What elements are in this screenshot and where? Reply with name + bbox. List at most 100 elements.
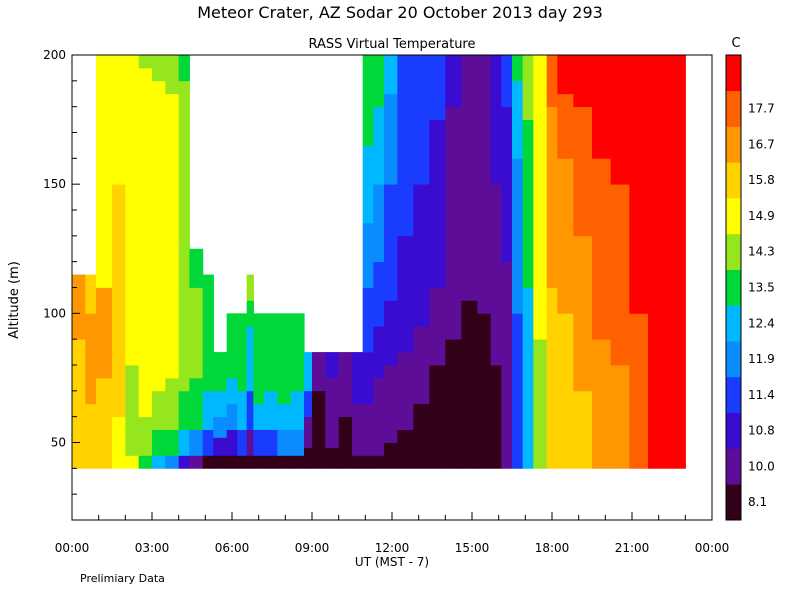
colorbar-swatch [726, 90, 741, 127]
heatmap-cell [152, 429, 166, 456]
heatmap-cell [610, 365, 630, 469]
colorbar-unit: C [731, 36, 740, 51]
heatmap-cell [533, 339, 548, 469]
heatmap-cell [246, 390, 254, 430]
heatmap-cell [429, 287, 446, 366]
heatmap-cell [138, 67, 153, 418]
heatmap-cell [152, 55, 166, 82]
heatmap-cell [213, 455, 228, 469]
heatmap-cell [213, 352, 228, 392]
colorbar-swatch [726, 376, 741, 413]
heatmap-cell [96, 287, 113, 379]
heatmap-cell [445, 55, 462, 108]
heatmap-cell [373, 261, 385, 327]
colorbar-swatch [726, 162, 741, 199]
heatmap-cell [429, 55, 446, 120]
heatmap-cell [352, 352, 364, 405]
heatmap-cell [85, 313, 97, 405]
heatmap-cell [512, 55, 524, 82]
heatmap-cell [512, 80, 524, 159]
heatmap-cell [277, 403, 292, 430]
heatmap-cell [85, 403, 97, 469]
colorbar-level-label: 14.3 [748, 245, 775, 259]
heatmap-cell [85, 274, 97, 314]
heatmap-cell [213, 416, 228, 438]
heatmap-cell [573, 106, 593, 237]
heatmap-cell [384, 365, 398, 443]
heatmap-cell [338, 416, 353, 469]
heatmap-cell [189, 429, 204, 456]
heatmap-cell [325, 352, 340, 379]
heatmap-cell [246, 300, 254, 327]
heatmap-cell [264, 455, 278, 469]
heatmap-cells [72, 55, 686, 469]
x-tick-label: 18:00 [535, 541, 570, 555]
heatmap-cell [202, 455, 214, 469]
heatmap-cell [397, 352, 414, 430]
heatmap-cell [533, 55, 548, 340]
y-tick-label: 150 [43, 177, 66, 191]
heatmap-cell [373, 326, 385, 379]
heatmap-cell [373, 377, 385, 456]
heatmap-cell [125, 365, 140, 456]
heatmap-cell [237, 455, 248, 469]
heatmap-cell [610, 55, 630, 185]
heatmap-cell [522, 287, 534, 469]
heatmap-cell [413, 184, 430, 327]
colorbar-level-label: 11.9 [748, 352, 775, 366]
heatmap-cell [384, 184, 398, 301]
heatmap-cell [490, 184, 502, 366]
colorbar-frame [725, 54, 742, 521]
heatmap-cell [178, 55, 190, 82]
heatmap-cell [189, 248, 204, 288]
heatmap-cell [290, 429, 305, 456]
heatmap-cell [546, 287, 558, 469]
heatmap-cell [325, 447, 340, 469]
heatmap-cell [429, 119, 446, 288]
x-tick-label: 12:00 [375, 541, 410, 555]
heatmap-cell [461, 300, 478, 469]
heatmap-cell [557, 93, 574, 159]
heatmap-cell [512, 158, 524, 314]
x-tick-label: 00:00 [55, 541, 90, 555]
heatmap-cell [253, 429, 265, 456]
heatmap-cell [189, 377, 204, 430]
heatmap-cell [165, 429, 180, 456]
heatmap-cell [573, 390, 593, 469]
heatmap-cell [202, 429, 214, 456]
heatmap-cell [501, 55, 513, 108]
heatmap-cell [125, 55, 140, 366]
heatmap-cell [189, 455, 204, 469]
x-tick-label: 03:00 [135, 541, 170, 555]
heatmap-cell [165, 55, 180, 95]
heatmap-cell [373, 106, 385, 185]
heatmap-cell [246, 429, 254, 456]
y-axis: 50 100 150 200 [43, 48, 80, 521]
heatmap-cell [362, 287, 374, 353]
colorbar-level-label: 16.7 [748, 137, 775, 151]
chart-title: Meteor Crater, AZ Sodar 20 October 2013 … [197, 3, 603, 22]
heatmap-cell [264, 429, 278, 456]
heatmap-cell [413, 55, 430, 185]
heatmap-cell [226, 377, 238, 405]
heatmap-cell [397, 429, 414, 469]
heatmap-cell [312, 390, 326, 469]
heatmap-cell [226, 403, 238, 430]
heatmap-cell [246, 455, 254, 469]
heatmap-cell [546, 55, 558, 108]
heatmap-cell [501, 261, 513, 469]
heatmap-cell [352, 455, 364, 469]
heatmap-cell [304, 352, 313, 392]
x-tick-label: 00:00 [695, 541, 730, 555]
heatmap-cell [202, 274, 214, 392]
heatmap-cell [237, 313, 248, 392]
colorbar-level-label: 10.0 [748, 459, 775, 473]
heatmap-cell [373, 55, 385, 108]
colorbar-level-label: 14.9 [748, 209, 775, 223]
heatmap-cell [165, 93, 180, 379]
heatmap-cell [413, 403, 430, 469]
heatmap-cell [522, 119, 534, 288]
colorbar-level-label: 11.4 [748, 388, 775, 402]
preliminary-note: Prelimiary Data [80, 572, 165, 585]
heatmap-cell [125, 455, 140, 469]
